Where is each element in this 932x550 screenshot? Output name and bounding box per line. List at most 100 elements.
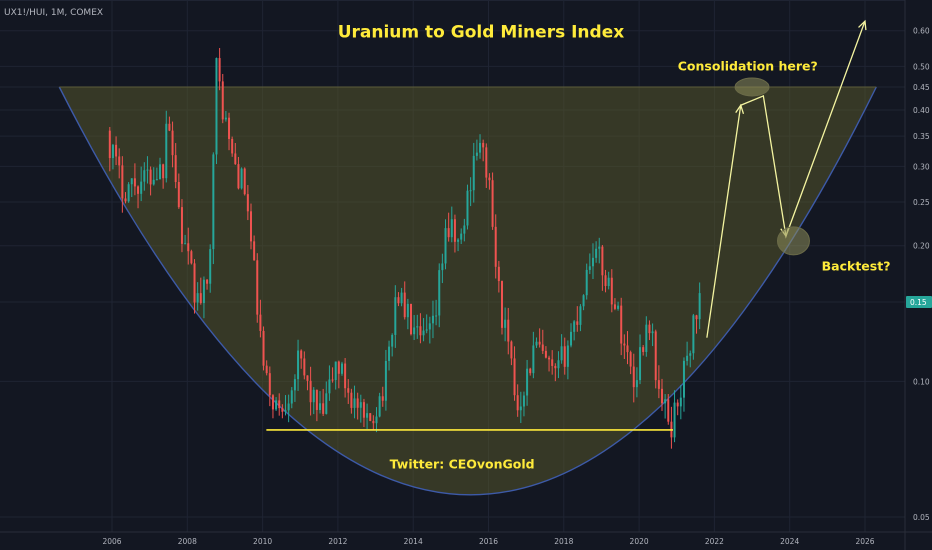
candle-body [381, 396, 384, 401]
candle-body [601, 246, 604, 276]
candle-body [428, 323, 431, 330]
annotation-title: Uranium to Gold Miners Index [338, 22, 625, 42]
candle-body [243, 168, 246, 195]
candle-body [196, 293, 199, 303]
candle-body [278, 400, 281, 409]
candle-body [438, 270, 441, 316]
candle-body [519, 406, 522, 411]
candle-body [337, 361, 340, 374]
candle-body [353, 398, 356, 408]
candle-body [679, 397, 682, 407]
candle-body [190, 251, 193, 264]
candle-body [642, 347, 645, 352]
candle-body [548, 357, 551, 360]
candle-body [579, 306, 582, 325]
candle-body [187, 243, 190, 252]
candle-body [422, 330, 425, 336]
candle-body [140, 181, 143, 194]
candle-body [253, 241, 256, 261]
candle-body [347, 388, 350, 393]
candle-body [657, 380, 660, 389]
candle-body [297, 350, 300, 380]
candle-body [202, 279, 205, 304]
candle-body [240, 168, 243, 189]
y-tick-label: 0.25 [913, 198, 930, 207]
candle-body [246, 194, 249, 212]
candle-body [127, 184, 130, 202]
candle-body [328, 379, 331, 394]
candle-body [651, 331, 654, 334]
candle-body [171, 130, 174, 156]
candle-body [315, 389, 318, 410]
y-tick-label: 0.45 [913, 83, 930, 92]
candle-body [275, 400, 278, 410]
candle-body [290, 390, 293, 404]
candle-body [664, 399, 667, 404]
candle-body [629, 352, 632, 367]
candle-body [500, 281, 503, 328]
candle-body [184, 243, 187, 245]
candle-body [623, 343, 626, 346]
x-tick-label: 2010 [253, 537, 272, 546]
candle-body [469, 190, 472, 192]
candle-body [259, 314, 262, 331]
candle-body [262, 330, 265, 366]
candle-body [466, 190, 469, 226]
candle-body [488, 177, 491, 181]
consolidation-ellipse [734, 77, 770, 97]
candle-body [582, 295, 585, 307]
candle-body [510, 341, 513, 359]
candle-body [460, 233, 463, 240]
candle-body [604, 275, 607, 287]
candle-body [447, 228, 450, 238]
candle-body [221, 81, 224, 120]
candle-body [159, 164, 162, 180]
candle-body [322, 403, 325, 414]
candle-body [667, 399, 670, 422]
candle-body [617, 305, 620, 309]
cup-fill [59, 87, 877, 495]
candle-body [698, 293, 701, 320]
candle-body [573, 321, 576, 332]
candle-body [431, 315, 434, 324]
candle-body [557, 360, 560, 369]
candle-body [435, 315, 438, 317]
backtest-ellipse [776, 226, 810, 256]
candle-body [388, 346, 391, 361]
y-tick-label: 0.40 [913, 106, 930, 115]
y-tick-label: 0.20 [913, 242, 930, 251]
last-price-badge [906, 296, 932, 308]
candle-body [369, 413, 372, 421]
x-tick-label: 2024 [780, 537, 799, 546]
candle-body [174, 155, 177, 183]
candle-body [479, 142, 482, 153]
candle-body [149, 169, 152, 185]
candle-body [645, 324, 648, 352]
candle-body [494, 226, 497, 267]
candle-body [143, 170, 146, 182]
candle-body [350, 392, 353, 408]
candle-body [268, 373, 271, 396]
candle-body [635, 380, 638, 388]
y-tick-label: 0.50 [913, 62, 930, 71]
candle-body [394, 297, 397, 335]
candle-body [686, 355, 689, 361]
candle-body [331, 379, 334, 381]
candle-body [162, 164, 165, 179]
candle-body [215, 58, 218, 155]
candle-body [661, 388, 664, 404]
candle-body [124, 198, 127, 202]
x-tick-label: 2014 [404, 537, 423, 546]
y-tick-label: 0.30 [913, 162, 930, 171]
candle-body [199, 293, 202, 304]
candle-body [591, 257, 594, 267]
candle-body [566, 345, 569, 367]
y-tick-label: 0.60 [913, 27, 930, 36]
candle-body [607, 277, 610, 287]
candle-body [457, 239, 460, 242]
candle-body [541, 344, 544, 351]
candle-body [441, 263, 444, 271]
candle-body [155, 179, 158, 181]
candle-body [306, 375, 309, 381]
